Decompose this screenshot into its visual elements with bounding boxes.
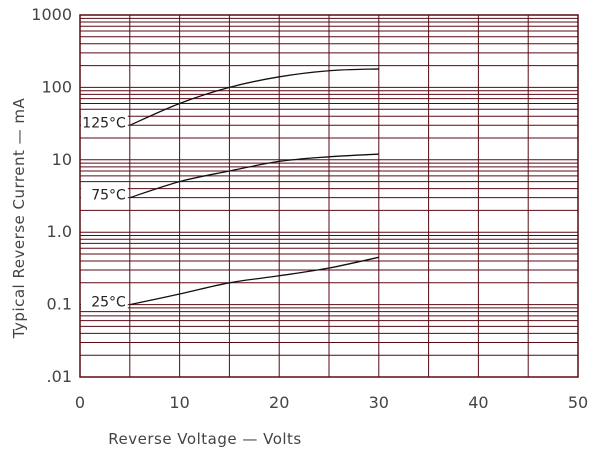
series-label: 125°C (82, 115, 126, 131)
x-axis-label: Reverse Voltage — Volts (108, 430, 302, 448)
series-label-bg (81, 184, 128, 204)
y-tick-label: 10 (52, 150, 72, 169)
series-line (129, 153, 379, 199)
y-tick-label: .01 (47, 367, 72, 386)
y-tick-labels: .01 0.1 1.0 10 100 1000 (31, 5, 72, 386)
y-axis-label: Typical Reverse Current — mA (10, 97, 28, 339)
x-tick-label: 20 (269, 393, 289, 412)
x-tick-label: 30 (369, 393, 389, 412)
y-tick-label: 1.0 (47, 222, 72, 241)
curve-labels: 125°C 75°C 25°C (81, 112, 128, 311)
series-line (129, 68, 379, 126)
curves (129, 68, 379, 306)
series-label-bg (81, 291, 128, 311)
x-tick-label: 0 (75, 393, 85, 412)
y-tick-label: 100 (41, 77, 72, 96)
series-line (129, 256, 379, 306)
plot-frame (79, 14, 579, 378)
series-label: 75°C (91, 188, 126, 204)
x-tick-label: 10 (169, 393, 189, 412)
x-tick-labels: 0 10 20 30 40 50 (75, 393, 588, 412)
grid (79, 14, 579, 378)
y-tick-label: 0.1 (47, 295, 72, 314)
x-tick-label: 50 (568, 393, 588, 412)
y-tick-label: 1000 (31, 5, 72, 24)
x-tick-label: 40 (468, 393, 488, 412)
series-label: 25°C (91, 295, 126, 311)
series-label-bg (81, 112, 128, 132)
